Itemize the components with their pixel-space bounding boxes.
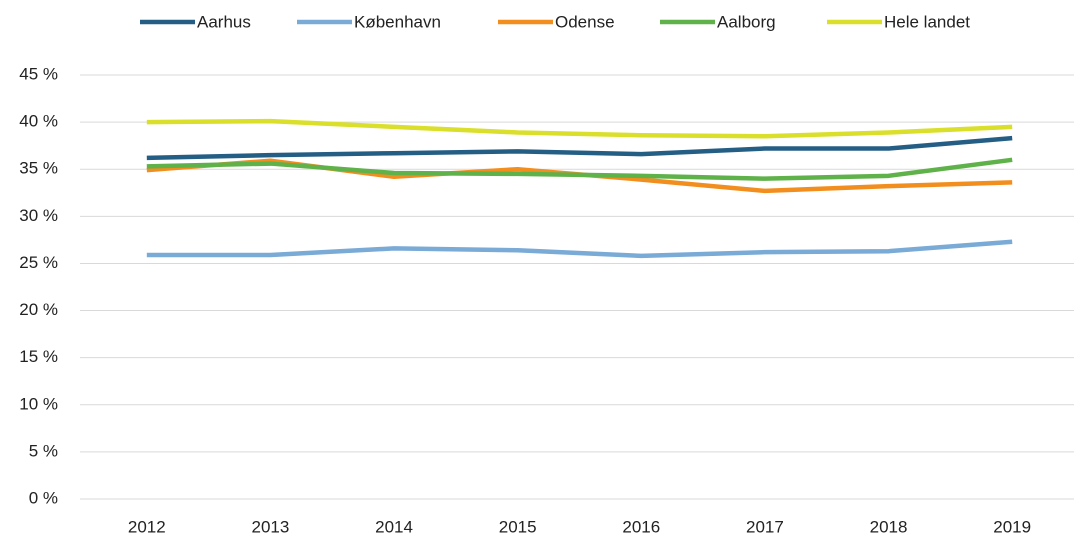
legend-label: København — [354, 12, 441, 31]
x-tick-label: 2015 — [499, 517, 537, 536]
legend-label: Aalborg — [717, 12, 776, 31]
legend-label: Odense — [555, 12, 615, 31]
y-tick-label: 10 % — [19, 394, 58, 413]
x-tick-label: 2018 — [870, 517, 908, 536]
legend-label: Aarhus — [197, 12, 251, 31]
x-tick-label: 2012 — [128, 517, 166, 536]
series-line — [146, 135, 1013, 161]
series-line — [146, 118, 1013, 139]
y-tick-label: 35 % — [19, 159, 58, 178]
x-tick-label: 2013 — [252, 517, 290, 536]
y-tick-label: 5 % — [29, 441, 58, 460]
y-tick-label: 30 % — [19, 206, 58, 225]
y-tick-label: 40 % — [19, 112, 58, 131]
y-tick-label: 15 % — [19, 347, 58, 366]
x-tick-label: 2017 — [746, 517, 784, 536]
series-line — [146, 157, 1013, 181]
legend-label: Hele landet — [884, 12, 970, 31]
y-tick-label: 45 % — [19, 64, 58, 83]
y-tick-label: 25 % — [19, 253, 58, 272]
y-tick-label: 0 % — [29, 488, 58, 507]
x-tick-label: 2014 — [375, 517, 413, 536]
y-tick-label: 20 % — [19, 300, 58, 319]
series-line — [146, 239, 1013, 259]
x-tick-label: 2019 — [993, 517, 1031, 536]
x-tick-label: 2016 — [622, 517, 660, 536]
